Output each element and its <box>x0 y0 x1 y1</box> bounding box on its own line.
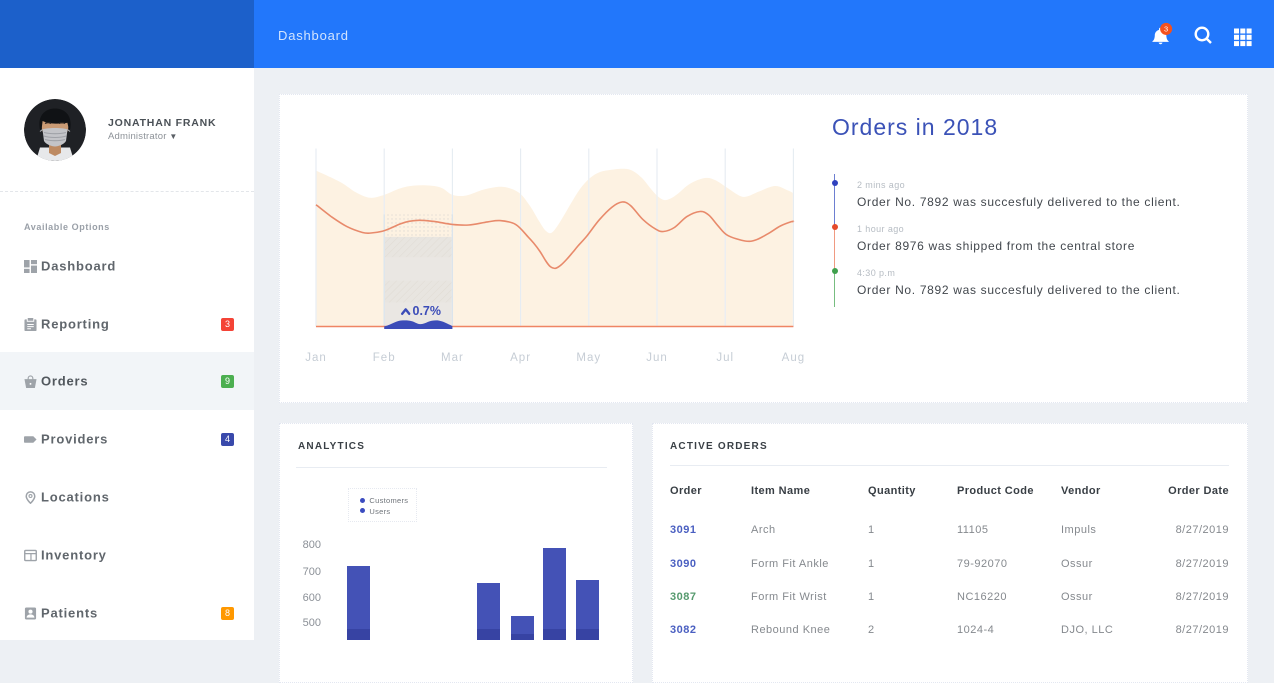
svg-text:Jun: Jun <box>646 352 668 364</box>
svg-text:Jan: Jan <box>305 352 327 364</box>
svg-text:0.7%: 0.7% <box>413 304 442 318</box>
svg-text:Mar: Mar <box>441 352 464 364</box>
svg-text:Jul: Jul <box>716 352 734 364</box>
svg-text:May: May <box>576 352 601 364</box>
svg-text:Feb: Feb <box>373 352 396 364</box>
svg-text:Apr: Apr <box>510 352 531 364</box>
svg-text:3: 3 <box>1164 25 1168 34</box>
svg-text:Aug: Aug <box>782 352 805 364</box>
